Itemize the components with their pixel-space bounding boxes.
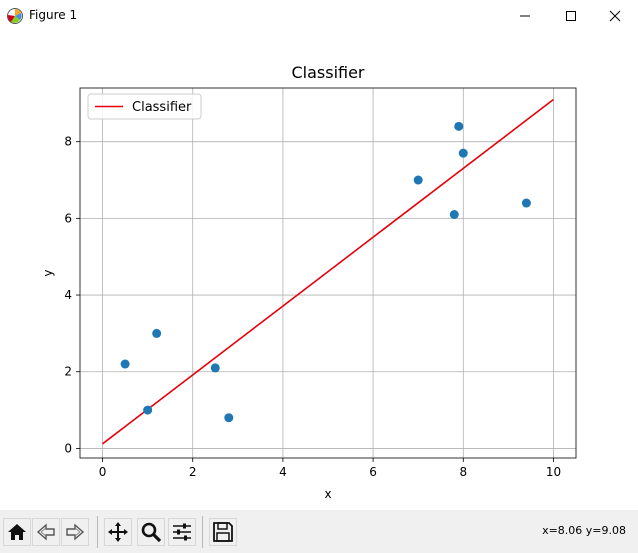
minimize-button[interactable] xyxy=(502,0,548,32)
scatter-point xyxy=(120,359,130,369)
home-icon xyxy=(8,524,26,540)
legend: Classifier xyxy=(87,93,202,120)
x-tick-label: 8 xyxy=(459,465,467,479)
zoom-button[interactable] xyxy=(137,518,165,546)
title-bar: Figure 1 xyxy=(0,0,638,32)
home-button[interactable] xyxy=(3,518,31,546)
figure-canvas[interactable]: 0 2 4 6 8 10 0 2 4 6 8 Classifier x y Classifier xyxy=(0,32,638,510)
cursor-coordinates: x=8.06 y=9.08 xyxy=(542,524,626,537)
toolbar-separator xyxy=(97,516,98,548)
scatter-point xyxy=(413,175,423,185)
classifier-line xyxy=(102,98,554,445)
y-axis-label: y xyxy=(41,269,55,276)
scatter-point xyxy=(224,413,234,423)
chart-title: Classifier xyxy=(291,63,364,82)
x-axis-label: x xyxy=(324,487,331,501)
scatter-point xyxy=(458,148,468,158)
configure-subplots-icon xyxy=(173,523,191,541)
forward-button[interactable] xyxy=(61,518,89,546)
maximize-button[interactable] xyxy=(548,0,594,32)
x-tick-label: 6 xyxy=(369,465,377,479)
x-tick-label: 10 xyxy=(546,465,561,479)
forward-arrow-icon xyxy=(66,523,85,541)
close-button[interactable] xyxy=(592,0,638,32)
back-button[interactable] xyxy=(32,518,60,546)
pan-icon xyxy=(108,522,128,542)
save-button[interactable] xyxy=(209,518,237,546)
scatter-point xyxy=(454,121,464,131)
y-tick-label: 4 xyxy=(64,288,72,302)
scatter-point xyxy=(143,405,153,415)
y-tick-label: 2 xyxy=(64,365,72,379)
toolbar-separator xyxy=(202,516,203,548)
toolbar: x=8.06 y=9.08 xyxy=(0,510,638,553)
pan-button[interactable] xyxy=(104,518,132,546)
back-arrow-icon xyxy=(36,523,55,541)
zoom-icon xyxy=(141,522,162,543)
matplotlib-logo-icon xyxy=(7,8,23,24)
y-tick-label: 0 xyxy=(64,441,72,455)
y-tick-label: 6 xyxy=(64,211,72,225)
chart: 0 2 4 6 8 10 0 2 4 6 8 Classifier x y Classifier xyxy=(41,63,577,501)
x-tick-label: 2 xyxy=(189,465,197,479)
plot-frame xyxy=(79,87,577,459)
legend-label: Classifier xyxy=(132,100,192,115)
scatter-point xyxy=(210,363,220,373)
scatter-point xyxy=(521,198,531,208)
scatter-point xyxy=(152,328,162,338)
x-tick-label: 0 xyxy=(99,465,107,479)
y-tick-label: 8 xyxy=(64,135,72,149)
maximize-icon xyxy=(566,11,576,21)
save-icon xyxy=(213,522,233,542)
configure-subplots-button[interactable] xyxy=(168,518,196,546)
close-icon xyxy=(609,10,621,22)
scatter-point xyxy=(449,210,459,220)
window-title: Figure 1 xyxy=(29,8,78,22)
minimize-icon xyxy=(520,15,530,17)
x-tick-label: 4 xyxy=(279,465,287,479)
legend-box xyxy=(87,93,202,120)
